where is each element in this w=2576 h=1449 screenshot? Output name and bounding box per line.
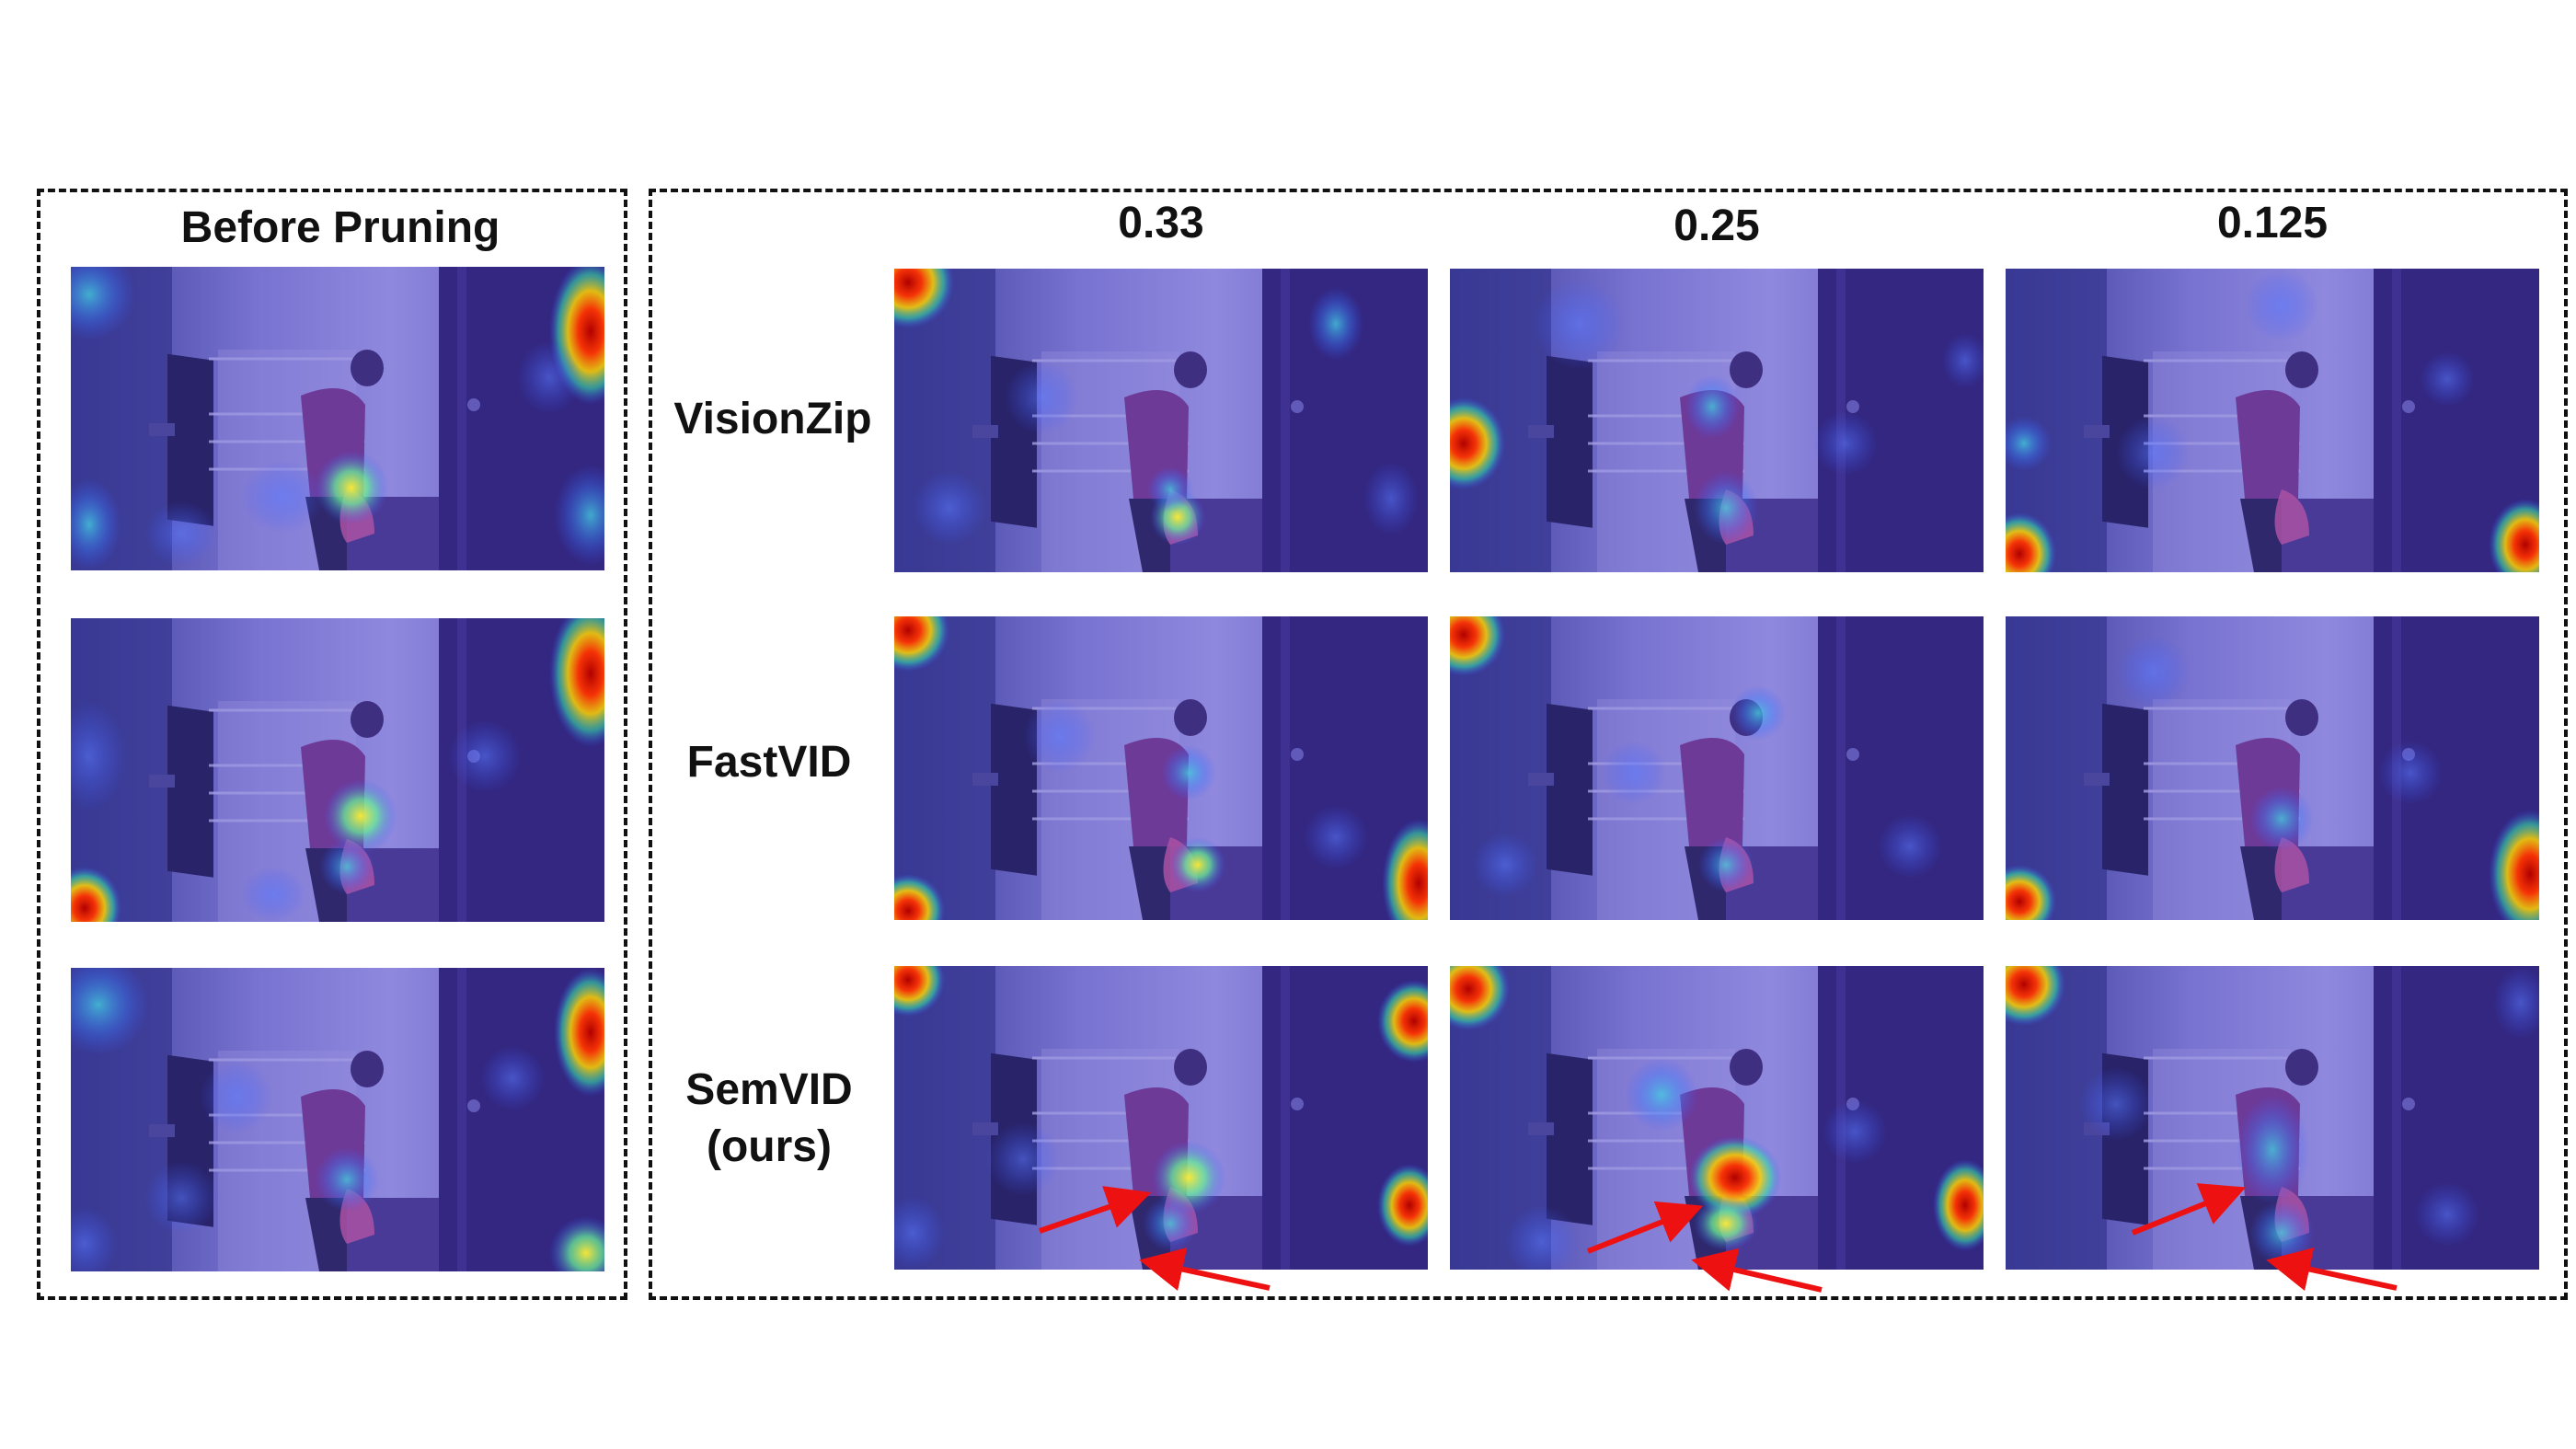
header-ratio-0125: 0.125 [2216, 199, 2329, 247]
frame-before-3 [71, 968, 604, 1271]
frame-semvid-025 [1450, 966, 1984, 1270]
frame-fastvid-033 [894, 616, 1428, 920]
frame-fastvid-025 [1450, 616, 1984, 920]
header-ratio-025: 0.25 [1673, 201, 1760, 250]
red-arrow-1 [1039, 1186, 1152, 1234]
before-pruning-panel [37, 189, 627, 1300]
frame-visionzip-025 [1450, 269, 1984, 572]
method-label-semvid: SemVID (ours) [631, 1062, 907, 1176]
frame-semvid-033 [894, 966, 1428, 1270]
red-arrow-5 [2131, 1183, 2247, 1236]
method-label-line: VisionZip [673, 395, 872, 443]
header-ratio-033: 0.33 [1118, 199, 1204, 247]
frame-before-1 [71, 267, 604, 570]
method-label-visionzip: VisionZip [635, 391, 911, 448]
pruned-results-panel [649, 189, 2568, 1300]
method-label-fastvid: FastVID [631, 734, 907, 791]
frame-before-2 [71, 618, 604, 922]
header-before-pruning: Before Pruning [180, 203, 500, 252]
red-arrow-6 [2266, 1248, 2398, 1292]
method-label-line: FastVID [686, 738, 852, 787]
frame-fastvid-0125 [2006, 616, 2539, 920]
red-arrow-3 [1586, 1201, 1704, 1254]
frame-visionzip-0125 [2006, 269, 2539, 572]
method-label-line: (ours) [707, 1122, 832, 1171]
red-arrow-4 [1691, 1248, 1823, 1293]
frame-visionzip-033 [894, 269, 1428, 572]
red-arrow-2 [1139, 1248, 1271, 1292]
method-label-line: SemVID [685, 1065, 853, 1114]
